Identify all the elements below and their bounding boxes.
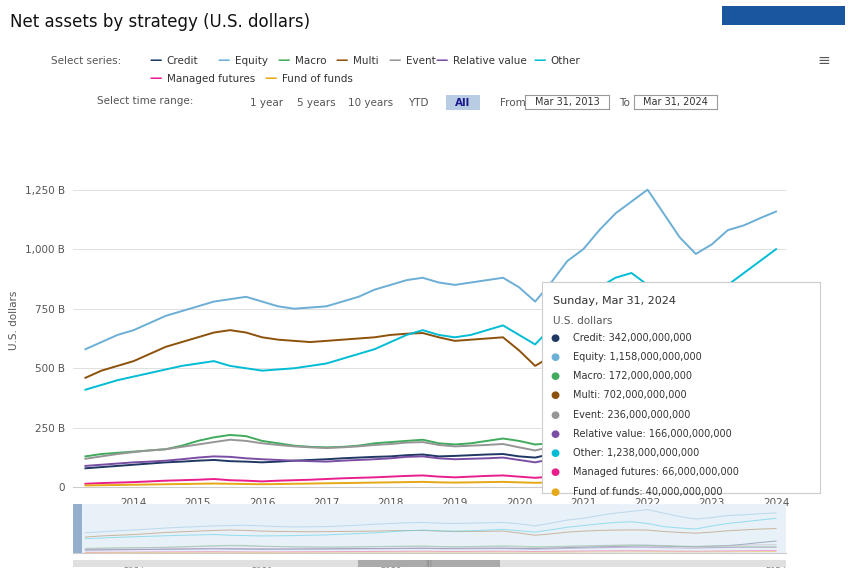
Text: Other: Other — [550, 56, 580, 66]
Text: ●: ● — [550, 352, 559, 362]
Text: Sunday, Mar 31, 2024: Sunday, Mar 31, 2024 — [553, 296, 676, 306]
Text: |||: ||| — [425, 560, 432, 567]
Text: Managed futures: 66,000,000,000: Managed futures: 66,000,000,000 — [572, 467, 738, 478]
Text: —: — — [218, 55, 229, 67]
Text: ●: ● — [550, 429, 559, 439]
Text: Equity: Equity — [235, 56, 268, 66]
Text: —: — — [149, 72, 161, 85]
Text: Multi: 702,000,000,000: Multi: 702,000,000,000 — [572, 390, 686, 401]
Text: Other: 1,238,000,000,000: Other: 1,238,000,000,000 — [572, 448, 699, 458]
Text: Credit: Credit — [166, 56, 198, 66]
Text: 10 years: 10 years — [348, 97, 392, 108]
Text: To: To — [618, 97, 630, 108]
Text: ●: ● — [550, 390, 559, 401]
Text: Managed futures: Managed futures — [166, 74, 254, 84]
Text: ≡: ≡ — [817, 54, 829, 68]
Text: 1 year: 1 year — [250, 97, 282, 108]
Text: Event: 236,000,000,000: Event: 236,000,000,000 — [572, 410, 689, 420]
Text: Mar 31, 2024: Mar 31, 2024 — [642, 97, 707, 107]
Text: Relative value: 166,000,000,000: Relative value: 166,000,000,000 — [572, 429, 731, 439]
Text: Fund of funds: 40,000,000,000: Fund of funds: 40,000,000,000 — [572, 487, 722, 496]
Text: U.S. dollars: U.S. dollars — [553, 316, 612, 326]
Text: —: — — [533, 55, 545, 67]
Y-axis label: U.S. dollars: U.S. dollars — [9, 291, 20, 351]
Text: Multi: Multi — [352, 56, 378, 66]
Text: —: — — [335, 55, 347, 67]
Text: YTD: YTD — [408, 97, 428, 108]
Text: ●: ● — [550, 333, 559, 343]
Text: Equity: 1,158,000,000,000: Equity: 1,158,000,000,000 — [572, 352, 701, 362]
Text: ●: ● — [550, 467, 559, 478]
Text: Fund of funds: Fund of funds — [281, 74, 352, 84]
Text: Macro: Macro — [294, 56, 326, 66]
Bar — [73, 504, 785, 553]
Text: 5 years: 5 years — [297, 97, 335, 108]
Text: Select series:: Select series: — [51, 56, 121, 66]
Text: —: — — [388, 55, 400, 67]
Text: —: — — [277, 55, 289, 67]
Text: From: From — [499, 97, 525, 108]
Text: Net assets by strategy (U.S. dollars): Net assets by strategy (U.S. dollars) — [10, 13, 310, 31]
Bar — [73, 504, 82, 553]
Text: Event: Event — [405, 56, 435, 66]
Text: Macro: 172,000,000,000: Macro: 172,000,000,000 — [572, 371, 691, 381]
Text: ●: ● — [550, 371, 559, 381]
Text: Mar 31, 2013: Mar 31, 2013 — [534, 97, 599, 107]
Text: —: — — [264, 72, 276, 85]
Text: ●: ● — [550, 448, 559, 458]
Text: Credit: 342,000,000,000: Credit: 342,000,000,000 — [572, 333, 691, 343]
Text: All: All — [455, 97, 470, 108]
Text: Select time range:: Select time range: — [96, 96, 193, 107]
Bar — [357, 560, 500, 567]
Text: ●: ● — [550, 487, 559, 496]
Text: —: — — [149, 55, 161, 67]
Text: —: — — [435, 55, 447, 67]
Text: Relative value: Relative value — [452, 56, 525, 66]
Text: ●: ● — [550, 410, 559, 420]
